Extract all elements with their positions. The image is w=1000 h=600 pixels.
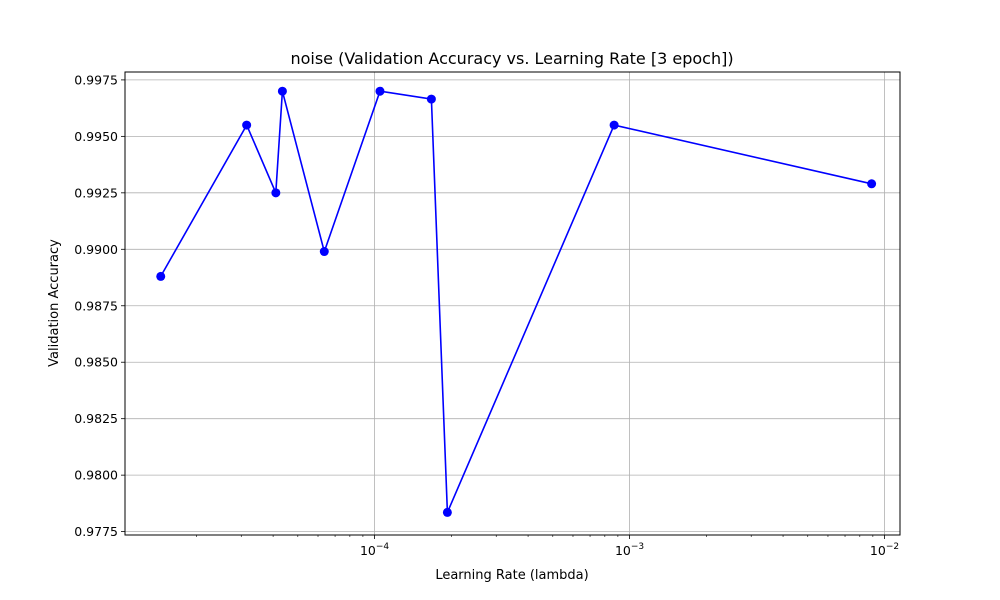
grid-lines — [125, 72, 900, 535]
data-point — [442, 507, 452, 517]
y-tick-label: 0.9850 — [74, 355, 118, 370]
series-line — [160, 90, 872, 513]
y-tick-label: 0.9900 — [74, 242, 118, 257]
x-tick-label: 10−3 — [615, 542, 644, 558]
y-tick-label: 0.9825 — [74, 411, 118, 426]
y-tick-label: 0.9925 — [74, 185, 118, 200]
y-axis-ticks: 0.9775 0.9800 0.9825 0.9850 0.9875 0.9900 0.99… — [74, 72, 125, 539]
data-point — [277, 86, 287, 96]
y-tick-label: 0.9775 — [74, 524, 118, 539]
y-tick-label: 0.9875 — [74, 298, 118, 313]
data-point — [426, 94, 436, 104]
data-point — [375, 86, 385, 96]
x-tick-label: 10−4 — [360, 542, 389, 558]
data-point — [271, 188, 281, 198]
x-tick-label: 10−2 — [870, 542, 899, 558]
data-point — [156, 271, 166, 281]
data-point — [319, 247, 329, 257]
plot-frame — [124, 71, 901, 536]
data-point — [242, 120, 252, 130]
data-point — [609, 120, 619, 130]
x-axis-label: Learning Rate (lambda) — [435, 568, 588, 583]
chart-title: noise (Validation Accuracy vs. Learning … — [290, 49, 733, 68]
y-tick-label: 0.9950 — [74, 129, 118, 144]
y-axis-label: Validation Accuracy — [47, 239, 62, 367]
data-point — [867, 179, 877, 189]
y-tick-label: 0.9800 — [74, 468, 118, 483]
y-tick-label: 0.9975 — [74, 72, 118, 87]
x-axis-ticks: 10−4 10−3 10−2 — [196, 535, 899, 558]
series-layer — [156, 86, 877, 517]
